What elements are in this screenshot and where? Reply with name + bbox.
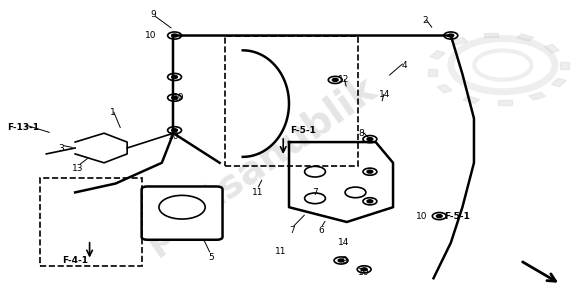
Text: 1: 1 (110, 108, 116, 117)
Text: F-4-1: F-4-1 (62, 256, 88, 265)
Bar (451, 37, 468, 45)
Bar (463, 96, 480, 104)
Text: 13: 13 (72, 164, 84, 173)
Circle shape (367, 200, 373, 203)
Text: 10: 10 (144, 31, 156, 40)
Circle shape (172, 129, 177, 132)
Text: 9: 9 (150, 10, 156, 19)
Text: 4: 4 (402, 61, 407, 70)
Text: 6: 6 (318, 226, 324, 235)
Bar (428, 69, 437, 76)
Text: 10: 10 (416, 212, 428, 221)
Text: 11: 11 (251, 188, 263, 197)
Bar (498, 100, 512, 105)
Bar (430, 51, 445, 59)
Text: 3: 3 (58, 144, 64, 152)
Circle shape (172, 96, 177, 99)
Circle shape (367, 138, 373, 141)
Bar (560, 62, 569, 69)
Text: 2: 2 (422, 16, 428, 25)
Circle shape (361, 268, 367, 271)
Bar (551, 78, 566, 87)
Text: partsanublik: partsanublik (136, 68, 384, 258)
Circle shape (367, 170, 373, 173)
Bar (484, 33, 498, 37)
Text: 7: 7 (312, 188, 318, 197)
Circle shape (332, 78, 338, 81)
Circle shape (172, 75, 177, 78)
Text: 7: 7 (289, 226, 295, 235)
Text: 5: 5 (208, 253, 214, 262)
Text: 10: 10 (168, 132, 179, 141)
Text: F-5-1: F-5-1 (444, 212, 469, 221)
Circle shape (172, 34, 177, 37)
FancyBboxPatch shape (142, 186, 223, 240)
Text: 9: 9 (341, 256, 347, 265)
Circle shape (448, 34, 454, 37)
Bar (225, 36, 358, 166)
Bar (529, 92, 546, 100)
Text: 10: 10 (173, 93, 185, 102)
Circle shape (338, 259, 344, 262)
Bar (544, 44, 560, 53)
Bar (437, 84, 452, 93)
Text: 11: 11 (275, 247, 286, 256)
Text: 10: 10 (358, 268, 370, 277)
Text: 8: 8 (358, 129, 364, 138)
Circle shape (436, 215, 442, 218)
Bar (40, 178, 142, 266)
Text: 14: 14 (338, 238, 350, 247)
Text: 12: 12 (338, 75, 350, 84)
Text: F-13-1: F-13-1 (7, 123, 39, 132)
Text: F-5-1: F-5-1 (291, 126, 316, 135)
Text: 14: 14 (379, 90, 390, 99)
Bar (517, 34, 533, 41)
